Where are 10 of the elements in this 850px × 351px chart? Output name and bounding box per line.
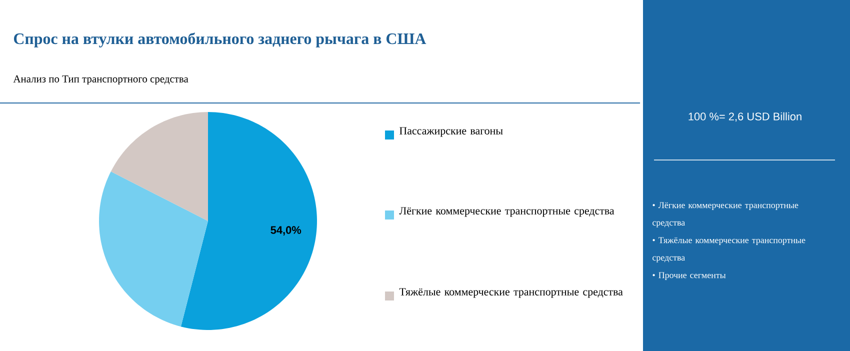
legend-label: Лёгкие коммерческие транспортные средства [399,207,614,217]
data-label: 54,0% [270,226,302,236]
chart-title: Спрос на втулки автомобильного заднего рычага в США [14,32,426,48]
text: • Тяжёлые коммерческие транспортные средства [652,237,806,262]
legend-label: Тяжёлые коммерческие транспортные средства [399,288,623,298]
legend-label: Пассажирские вагоны [400,127,503,137]
chart-subtitle: Анализ по Тип транспортного средства [13,75,188,85]
text: • Прочие сегменты [652,272,726,280]
text: • Лёгкие коммерческие транспортные средства [652,202,798,228]
text: 100 %= 2,6 USD Billion [688,112,802,122]
